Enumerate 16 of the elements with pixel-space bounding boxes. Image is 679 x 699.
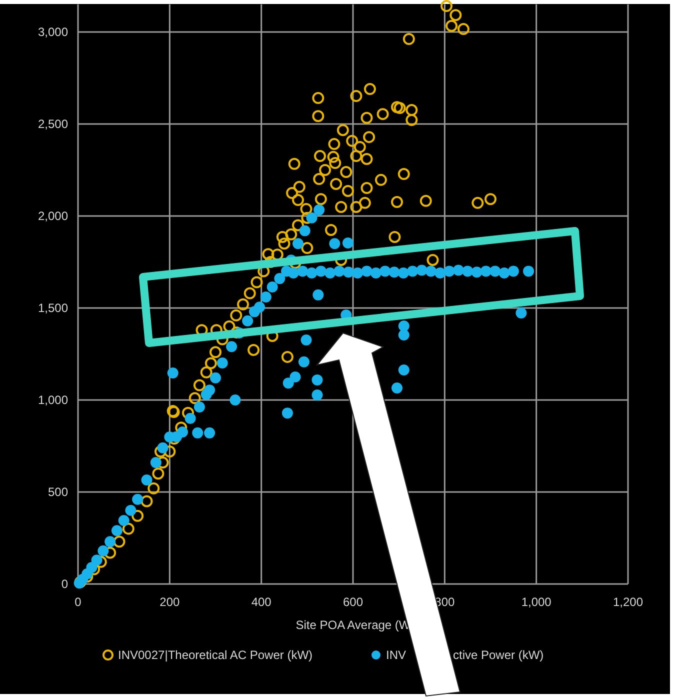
legend-label: INV [386, 648, 406, 662]
x-tick-label: 600 [342, 595, 364, 609]
text: ctive Power (kW) [453, 648, 544, 662]
legend-label: INV0027|Theoretical AC Power (kW) [118, 648, 313, 662]
x-tick-label: 200 [160, 595, 180, 609]
y-tick-label: 1,500 [38, 301, 68, 315]
y-tick-label: 2,500 [38, 117, 68, 131]
y-tick-label: 3,000 [38, 25, 68, 39]
x-tick-label: 0 [74, 595, 82, 609]
y-tick-label: 2,000 [38, 209, 68, 223]
y-tick-label: 1,000 [38, 393, 68, 407]
x-tick-label: 1,200 [612, 595, 644, 609]
y-tick-label: 0 [61, 577, 68, 591]
y-tick-label: 500 [48, 485, 68, 499]
x-tick-label: 400 [251, 595, 272, 609]
x-tick-label: 1,000 [521, 595, 552, 609]
